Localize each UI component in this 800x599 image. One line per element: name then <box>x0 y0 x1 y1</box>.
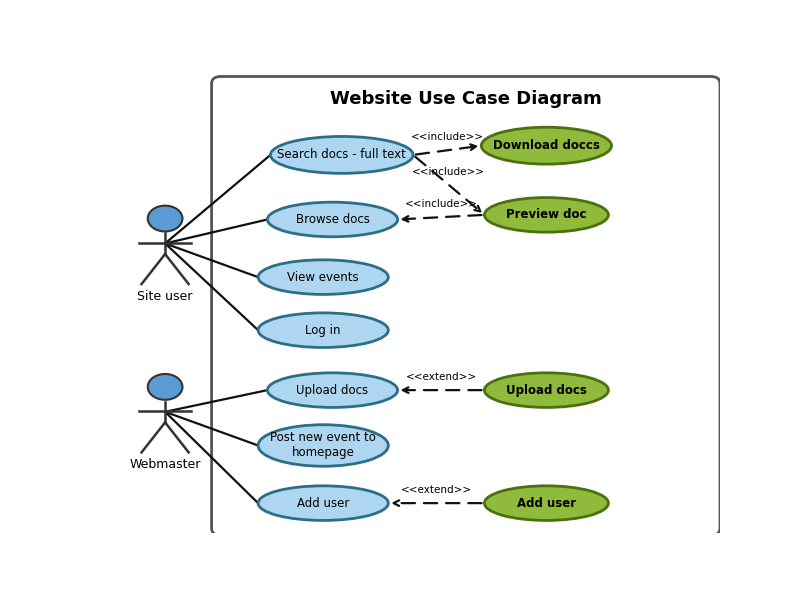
Text: Preview doc: Preview doc <box>506 208 586 222</box>
Ellipse shape <box>258 260 388 295</box>
Text: Website Use Case Diagram: Website Use Case Diagram <box>330 90 602 108</box>
Text: View events: View events <box>287 271 359 284</box>
Text: <<include>>: <<include>> <box>412 167 486 177</box>
Text: <<extend>>: <<extend>> <box>401 485 472 495</box>
Ellipse shape <box>267 373 398 407</box>
Text: <<include>>: <<include>> <box>405 199 478 209</box>
Circle shape <box>148 205 182 231</box>
Ellipse shape <box>270 137 413 173</box>
Ellipse shape <box>258 425 388 466</box>
Text: <<extend>>: <<extend>> <box>406 372 477 382</box>
Text: Upload docs: Upload docs <box>297 383 369 397</box>
Ellipse shape <box>485 486 609 521</box>
FancyBboxPatch shape <box>211 77 720 536</box>
Text: Webmaster: Webmaster <box>130 458 201 471</box>
Text: Search docs - full text: Search docs - full text <box>278 149 406 161</box>
Text: Post new event to
homepage: Post new event to homepage <box>270 431 376 459</box>
Text: Log in: Log in <box>306 323 341 337</box>
Text: Browse docs: Browse docs <box>295 213 370 226</box>
Ellipse shape <box>258 486 388 521</box>
Text: Upload docs: Upload docs <box>506 383 587 397</box>
Circle shape <box>148 374 182 400</box>
Ellipse shape <box>258 313 388 347</box>
Text: Download doccs: Download doccs <box>493 139 600 152</box>
Text: Add user: Add user <box>297 497 350 510</box>
Ellipse shape <box>485 198 609 232</box>
Ellipse shape <box>267 202 398 237</box>
Text: <<include>>: <<include>> <box>410 132 484 142</box>
Text: Add user: Add user <box>517 497 576 510</box>
Ellipse shape <box>485 373 609 407</box>
Text: Site user: Site user <box>138 289 193 302</box>
Ellipse shape <box>482 127 611 164</box>
